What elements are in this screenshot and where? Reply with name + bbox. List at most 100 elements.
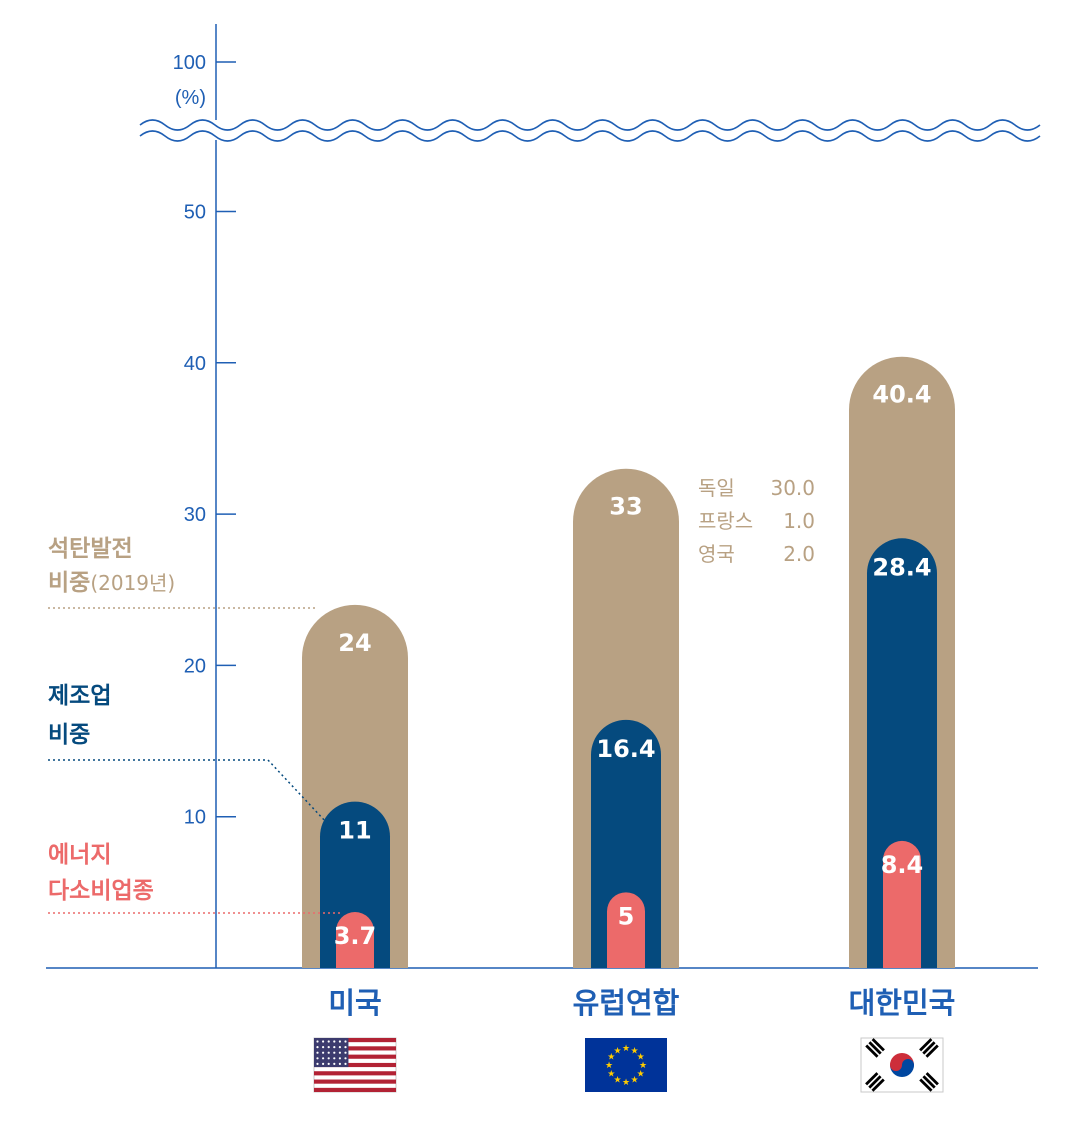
eu-flag-star: ★ [637,1070,645,1080]
us-flag-star [338,1057,341,1060]
us-flag-stripe [314,1046,396,1051]
us-flag-star [333,1057,336,1060]
kr-flag-trigram-bar [871,1078,885,1092]
kr-flag-trigram-bar [919,1078,933,1092]
category-label: 대한민국 [849,986,956,1020]
kr-flag-trigram [865,1038,885,1058]
kr-flag-icon [860,1037,944,1093]
manufacturing-value-label: 16.4 [596,735,655,763]
us-flag-star [327,1046,330,1049]
kr-flag-trigram [919,1038,939,1058]
eu-flag-star: ★ [607,1053,615,1063]
us-flag-stripe [314,1087,396,1092]
kr-flag-trigram-bar [922,1041,936,1055]
category-label: 유럽연합 [573,986,680,1020]
kr-flag-trigram-bar [871,1038,885,1052]
energy-value-label: 3.7 [334,922,377,950]
annotation-country: 영국 [698,542,735,566]
kr-flag-trigram-bar [865,1044,879,1058]
us-flag-star [327,1057,330,1060]
us-flag-star [344,1062,347,1065]
eu-flag-star: ★ [622,1044,630,1054]
us-flag-star [322,1062,325,1065]
kr-flag-trigram [919,1072,939,1092]
category-layer: 미국 유럽연합 대한민국 ★ ★★★★★★★★★★★ [313,986,956,1093]
kr-flag-trigram-bar [925,1072,939,1086]
eu-flag-bg [585,1038,667,1092]
eu-flag-star: ★ [605,1061,613,1071]
us-flag-star [316,1040,319,1043]
us-flag-star [338,1062,341,1065]
y-tick-label: 20 [184,655,206,677]
energy-bar [883,840,921,968]
us-flag-star [338,1046,341,1049]
eu-flag-star: ★ [613,1046,621,1056]
kr-flag-trigram-bar [868,1041,882,1055]
us-flag-star [338,1051,341,1054]
kr-flag-trigram-bar [925,1044,939,1058]
y-tick-label: 100 [173,52,206,74]
eu-flag-star: ★ [622,1078,630,1088]
manufacturing-legend-line2: 비중 [48,722,90,748]
energy-legend-line1: 에너지 [48,842,111,868]
kr-flag-trigram-bar [865,1072,879,1086]
energy-legend-line2: 다소비업종 [48,878,154,904]
manufacturing-value-label: 28.4 [872,553,931,581]
kr-flag-trigram-bar [868,1075,882,1089]
annotation-value: 30.0 [770,476,815,500]
annotation-country: 독일 [698,476,735,500]
eu-flag-star: ★ [607,1070,615,1080]
us-flag-canton [314,1038,349,1068]
us-flag-stripe [314,1079,396,1084]
us-flag-star [316,1062,319,1065]
us-flag-star [344,1046,347,1049]
coal-value-label: 24 [338,629,371,657]
us-flag-star [333,1040,336,1043]
manufacturing-value-label: 11 [338,817,371,845]
us-flag-star [316,1051,319,1054]
us-flag-icon [313,1037,397,1093]
us-flag-star [322,1040,325,1043]
us-flag-stripe [314,1062,396,1068]
eu-flag-star: ★ [639,1061,647,1071]
us-flag-star [333,1051,336,1054]
category-label: 미국 [328,986,381,1020]
us-flag-stripe [314,1054,396,1059]
us-flag-star [316,1046,319,1049]
annotation-layer: 독일 30.0 프랑스 1.0 영국 2.0 [698,476,815,566]
axis-layer: 10 20 30 40 50 100 (%) [46,24,1041,969]
eu-flag-icon: ★ ★★★★★★★★★★★ [585,1038,667,1092]
coal-legend-word: 비중 [48,570,90,596]
annotation-country: 프랑스 [698,509,753,533]
eu-flag-star: ★ [613,1076,621,1086]
annotation-value: 2.0 [783,542,815,566]
us-flag-stripe [314,1071,396,1076]
us-flag-star [333,1046,336,1049]
us-flag-star [322,1051,325,1054]
us-flag-star [316,1057,319,1060]
energy-value-label: 5 [618,902,635,930]
us-flag-star [344,1057,347,1060]
coal-value-label: 33 [609,493,642,521]
y-tick-label: 50 [184,202,206,224]
us-flag-star [344,1051,347,1054]
us-flag-star [338,1040,341,1043]
eu-flag-star: ★ [637,1053,645,1063]
coal-legend-line1: 석탄발전 [48,536,133,562]
y-tick-label: 30 [184,504,206,526]
coal-legend-year: (2019년) [90,571,175,595]
us-flag-star [322,1046,325,1049]
y-tick-label: 40 [184,353,206,375]
kr-flag-trigram-bar [922,1075,936,1089]
energy-value-label: 8.4 [881,851,924,879]
kr-flag-taeguk-swirl [902,1059,914,1071]
manufacturing-legend-line1: 제조업 [48,683,111,709]
bar-layer: 24 33 40.4 11 16.4 28.4 3.7 5 8.4 [302,356,955,968]
y-unit-label: (%) [175,87,206,109]
coal-legend-line2: 비중(2019년) [48,570,175,596]
eu-flag-star: ★ [630,1076,638,1086]
manufacturing-leader-line [48,759,327,823]
axis-break-wave [139,119,1041,131]
